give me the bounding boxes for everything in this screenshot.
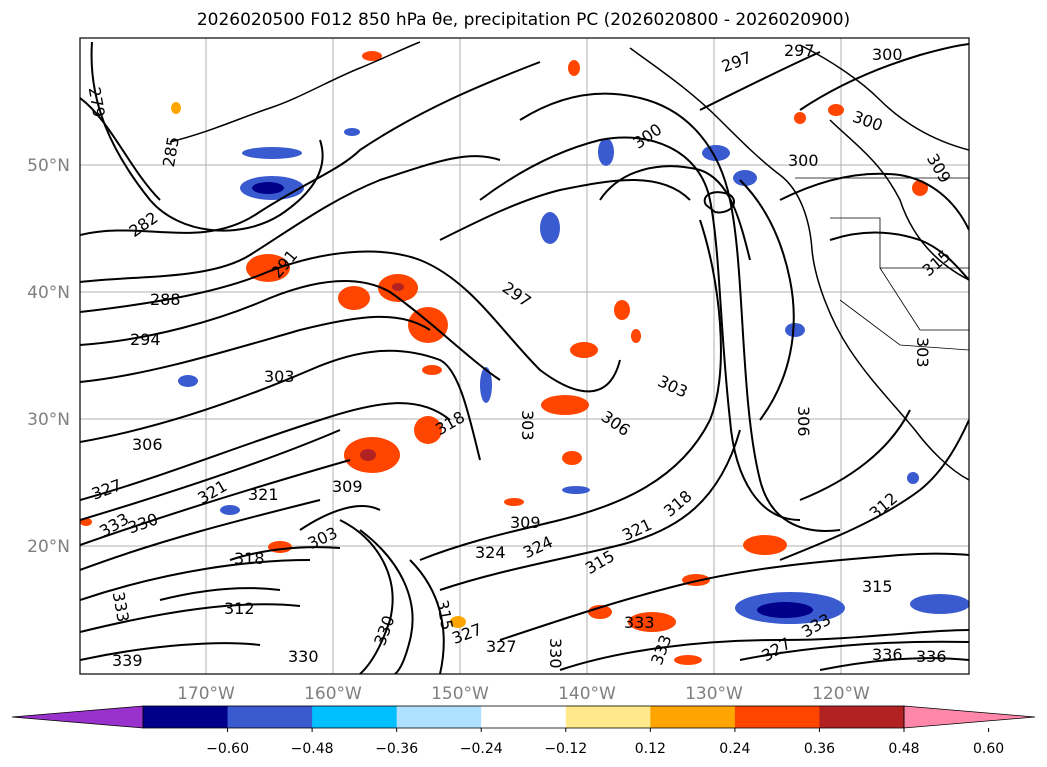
contour-label: 300: [872, 45, 903, 64]
contour-label: 303: [913, 337, 932, 368]
colorbar-tick-label: 0.48: [888, 741, 919, 757]
precip-negative-patches: [178, 128, 969, 624]
contour-label: 318: [234, 549, 265, 568]
colorbar-outline: [142, 705, 905, 729]
map-area: [80, 38, 969, 674]
colorbar-tick-label: −0.60: [206, 741, 249, 757]
map-frame: [79, 37, 970, 675]
lon-label-120w: 120°W: [812, 684, 870, 704]
contour-label: 324: [475, 543, 506, 562]
colorbar-segment: [481, 706, 567, 728]
lon-label-160w: 160°W: [304, 684, 362, 704]
longitude-labels: 170°W 160°W 150°W 140°W 130°W 120°W: [177, 684, 870, 704]
contour-label: 339: [112, 651, 143, 670]
contour-label: 288: [150, 290, 181, 309]
contour-label: 303: [518, 410, 537, 441]
contour-label: 309: [332, 477, 363, 496]
colorbar-segment: [734, 706, 820, 728]
colorbar: −0.60 −0.48 −0.36 −0.24 −0.12 0.12 0.24 0.36 0.4…: [11, 705, 1036, 757]
precip-positive-patches: [80, 51, 928, 665]
contour-label: 306: [794, 406, 813, 437]
colorbar-segment: [396, 706, 482, 728]
map-contents: [80, 38, 969, 674]
lon-label-130w: 130°W: [685, 684, 743, 704]
colorbar-tick-label: 0.36: [804, 741, 835, 757]
contour-label: 303: [264, 367, 295, 386]
colorbar-segment: [650, 706, 736, 728]
map-title: 2026020500 F012 850 hPa θe, precipitatio…: [196, 10, 851, 30]
colorbar-tick-label: −0.48: [291, 741, 334, 757]
colorbar-extend-low: [11, 705, 144, 729]
contour-label: 309: [510, 513, 541, 532]
lon-label-140w: 140°W: [558, 684, 616, 704]
contour-label: 300: [788, 151, 819, 170]
lon-label-170w: 170°W: [177, 684, 235, 704]
lat-label-50n: 50°N: [27, 156, 70, 176]
contour-label: 330: [288, 647, 319, 666]
colorbar-segment: [312, 706, 398, 728]
contour-label: 312: [224, 599, 255, 618]
contour-label: 330: [546, 638, 565, 669]
contour-label: 333: [624, 613, 655, 632]
colorbar-extend-high: [903, 705, 1036, 729]
lat-label-40n: 40°N: [27, 283, 70, 303]
lon-label-150w: 150°W: [431, 684, 489, 704]
lat-label-20n: 20°N: [27, 537, 70, 557]
contour-label: 321: [248, 485, 279, 504]
colorbar-tick-label: −0.24: [460, 741, 503, 757]
colorbar-tick-label: 0.12: [635, 741, 666, 757]
colorbar-tick-label: −0.36: [375, 741, 418, 757]
colorbar-segment: [143, 706, 229, 728]
contour-label: 294: [130, 330, 161, 349]
contour-label: 306: [132, 435, 163, 454]
contour-label: 297: [784, 41, 815, 60]
colorbar-tick-label: −0.12: [544, 741, 587, 757]
political-borders: [795, 177, 969, 351]
contour-label: 315: [862, 577, 893, 596]
contour-label: 327: [486, 637, 517, 656]
coastline: [169, 41, 969, 481]
colorbar-segment: [565, 706, 651, 728]
lat-label-30n: 30°N: [27, 410, 70, 430]
contour-label: 336: [916, 647, 947, 666]
gridlines: [80, 38, 969, 674]
colorbar-segment: [819, 706, 905, 728]
latitude-labels: 50°N 40°N 30°N 20°N: [27, 156, 70, 557]
theta-e-contours: [80, 41, 969, 674]
colorbar-tick-label: 0.60: [973, 741, 1004, 757]
colorbar-tick-label: 0.24: [719, 741, 750, 757]
contour-label: 336: [872, 645, 903, 664]
colorbar-segment: [227, 706, 313, 728]
